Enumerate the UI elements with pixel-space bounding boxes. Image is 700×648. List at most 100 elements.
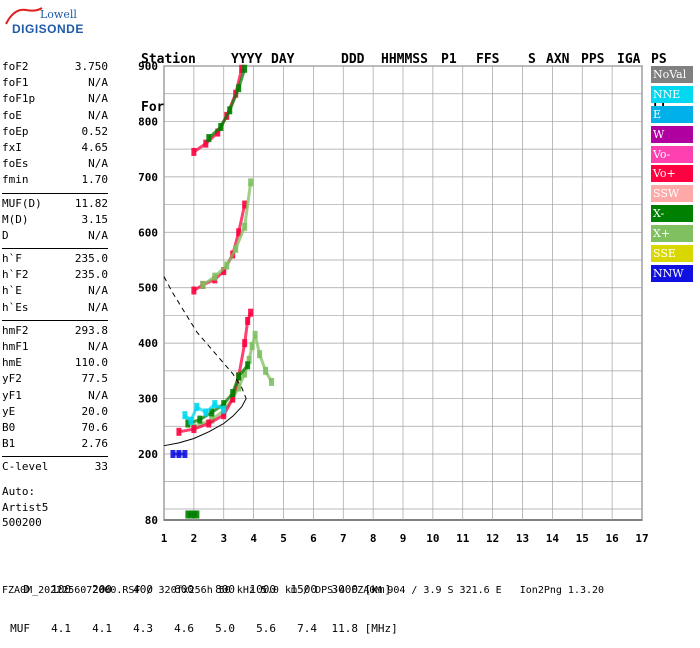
muf-value: 4.6 [174,622,194,635]
param-value: 11.82 [74,196,108,210]
legend-entry-x: X+ [651,225,693,243]
header-label-1: YYYY [231,52,263,67]
param-row: fmin 1.70 [2,173,108,189]
legend-entry-vo: Vo- [651,145,693,163]
param-name: fxI [2,140,22,154]
param-value: N/A [88,92,108,106]
y-tick-label: 300 [138,393,158,406]
polarization-legend: NoVal NNE E W Vo- Vo+ SSW X- X+ SSE NNW [651,66,693,285]
param-row: fxI 4.65 [2,141,108,157]
x-tick-label: 7 [340,532,347,545]
param-row: yF2 77.5 [2,372,108,388]
param-value: N/A [88,284,108,298]
header-label-3: DDD [341,52,365,67]
param-value: N/A [88,388,108,402]
header-label-2: DAY [271,52,295,67]
param-name: C-level [2,460,49,474]
param-value: 110.0 [74,356,108,370]
x-tick-label: 13 [516,532,529,545]
param-value: N/A [88,76,108,90]
param-name: yF2 [2,372,22,386]
muf-value: 4.1 [92,622,112,635]
param-row: hmF1 N/A [2,340,108,356]
header-label-7: S [528,52,536,67]
echo-trace [187,364,249,425]
distance-value: 1500 [290,583,318,596]
param-row: C-level 33 [2,460,108,476]
param-row: foF1 N/A [2,76,108,92]
param-name: h`E [2,284,22,298]
param-value: 235.0 [74,268,108,282]
echo-trace [183,402,225,424]
param-value: 235.0 [74,252,108,266]
param-name: h`Es [2,300,29,314]
x-tick-label: 9 [400,532,407,545]
x-tick-label: 16 [606,532,620,545]
muf-value: 4.1 [51,622,71,635]
distance-value: 800 [215,583,235,596]
x-tick-label: 5 [280,532,287,545]
distance-row: D 100 200 400 600 800 1000 1500 3000 [km] [2,583,398,596]
param-row: D N/A [2,229,108,245]
param-value: 70.6 [81,420,109,434]
header-label-11: PS [651,52,667,67]
x-tick-label: 14 [546,532,560,545]
legend-entry-nne: NNE [651,85,693,103]
param-name: hmE [2,356,22,370]
param-separator [2,456,108,458]
header-label-6: FFS [476,52,500,67]
legend-entry-nnw: NNW [651,264,693,282]
x-tick-label: 1 [161,532,168,545]
param-separator [2,319,108,321]
param-name: fmin [2,173,29,187]
param-name: yF1 [2,388,22,402]
param-value: 4.65 [81,140,109,154]
param-name: foF1 [2,76,29,90]
autoscaling-info: Auto: Artist5 500200 [2,484,48,531]
header-label-8: AXN [546,52,570,67]
param-row: h`Es N/A [2,301,108,317]
distance-muf-table: D 100 200 400 600 800 1000 1500 3000 [km] MUF 4.1… [2,557,398,648]
param-row: foF1p N/A [2,92,108,108]
muf-row: MUF 4.1 4.1 4.3 4.6 5.0 5.6 7.4 11.8 [MHz] [2,622,398,635]
auto-line1: Auto: [2,485,36,498]
param-name: hmF1 [2,340,29,353]
x-tick-label: 12 [486,532,499,545]
header-label-0: Station [141,52,196,67]
muf-value: 4.3 [133,622,153,635]
param-value: 3.15 [81,212,109,226]
param-value: N/A [88,157,108,171]
param-value: 33 [94,460,108,474]
y-tick-label: 600 [138,226,158,239]
header-label-10: IGA [617,52,641,67]
scaled-parameters-panel: foF2 3.750 foF1 N/A foF1p N/A foE N/A foEp 0.52 fx… [2,60,108,477]
param-value: 293.8 [74,323,108,337]
param-value: N/A [88,340,108,353]
x-tick-label: 3 [220,532,227,545]
param-value: 2.76 [81,437,109,451]
y-tick-label: 80 [145,514,158,527]
ionogram-plot: 1 2 3 4 5 6 7 8 9 10 11 12 13 14 15 16 17900800700600500… [138,60,649,545]
muf-value: 7.4 [297,622,317,635]
auto-line3: 500200 [2,516,42,529]
param-row: M(D) 3.15 [2,213,108,229]
param-row: B1 2.76 [2,437,108,453]
distance-value: 400 [133,583,153,596]
param-row: foE N/A [2,109,108,125]
param-value: 0.52 [81,124,109,138]
param-name: foE [2,108,22,122]
y-tick-label: 900 [138,60,158,73]
y-tick-label: 700 [138,171,158,184]
y-tick-label: 500 [138,282,158,295]
param-name: h`F [2,252,22,266]
x-tick-label: 17 [635,532,648,545]
param-name: B0 [2,420,16,434]
param-name: foEp [2,124,29,138]
param-name: yE [2,404,16,418]
muf-value: 5.6 [256,622,276,635]
x-tick-label: 10 [426,532,439,545]
param-name: foF1p [2,92,36,106]
profile-solid-line [163,398,247,447]
distance-value: 200 [92,583,112,596]
param-row: foEs N/A [2,157,108,173]
